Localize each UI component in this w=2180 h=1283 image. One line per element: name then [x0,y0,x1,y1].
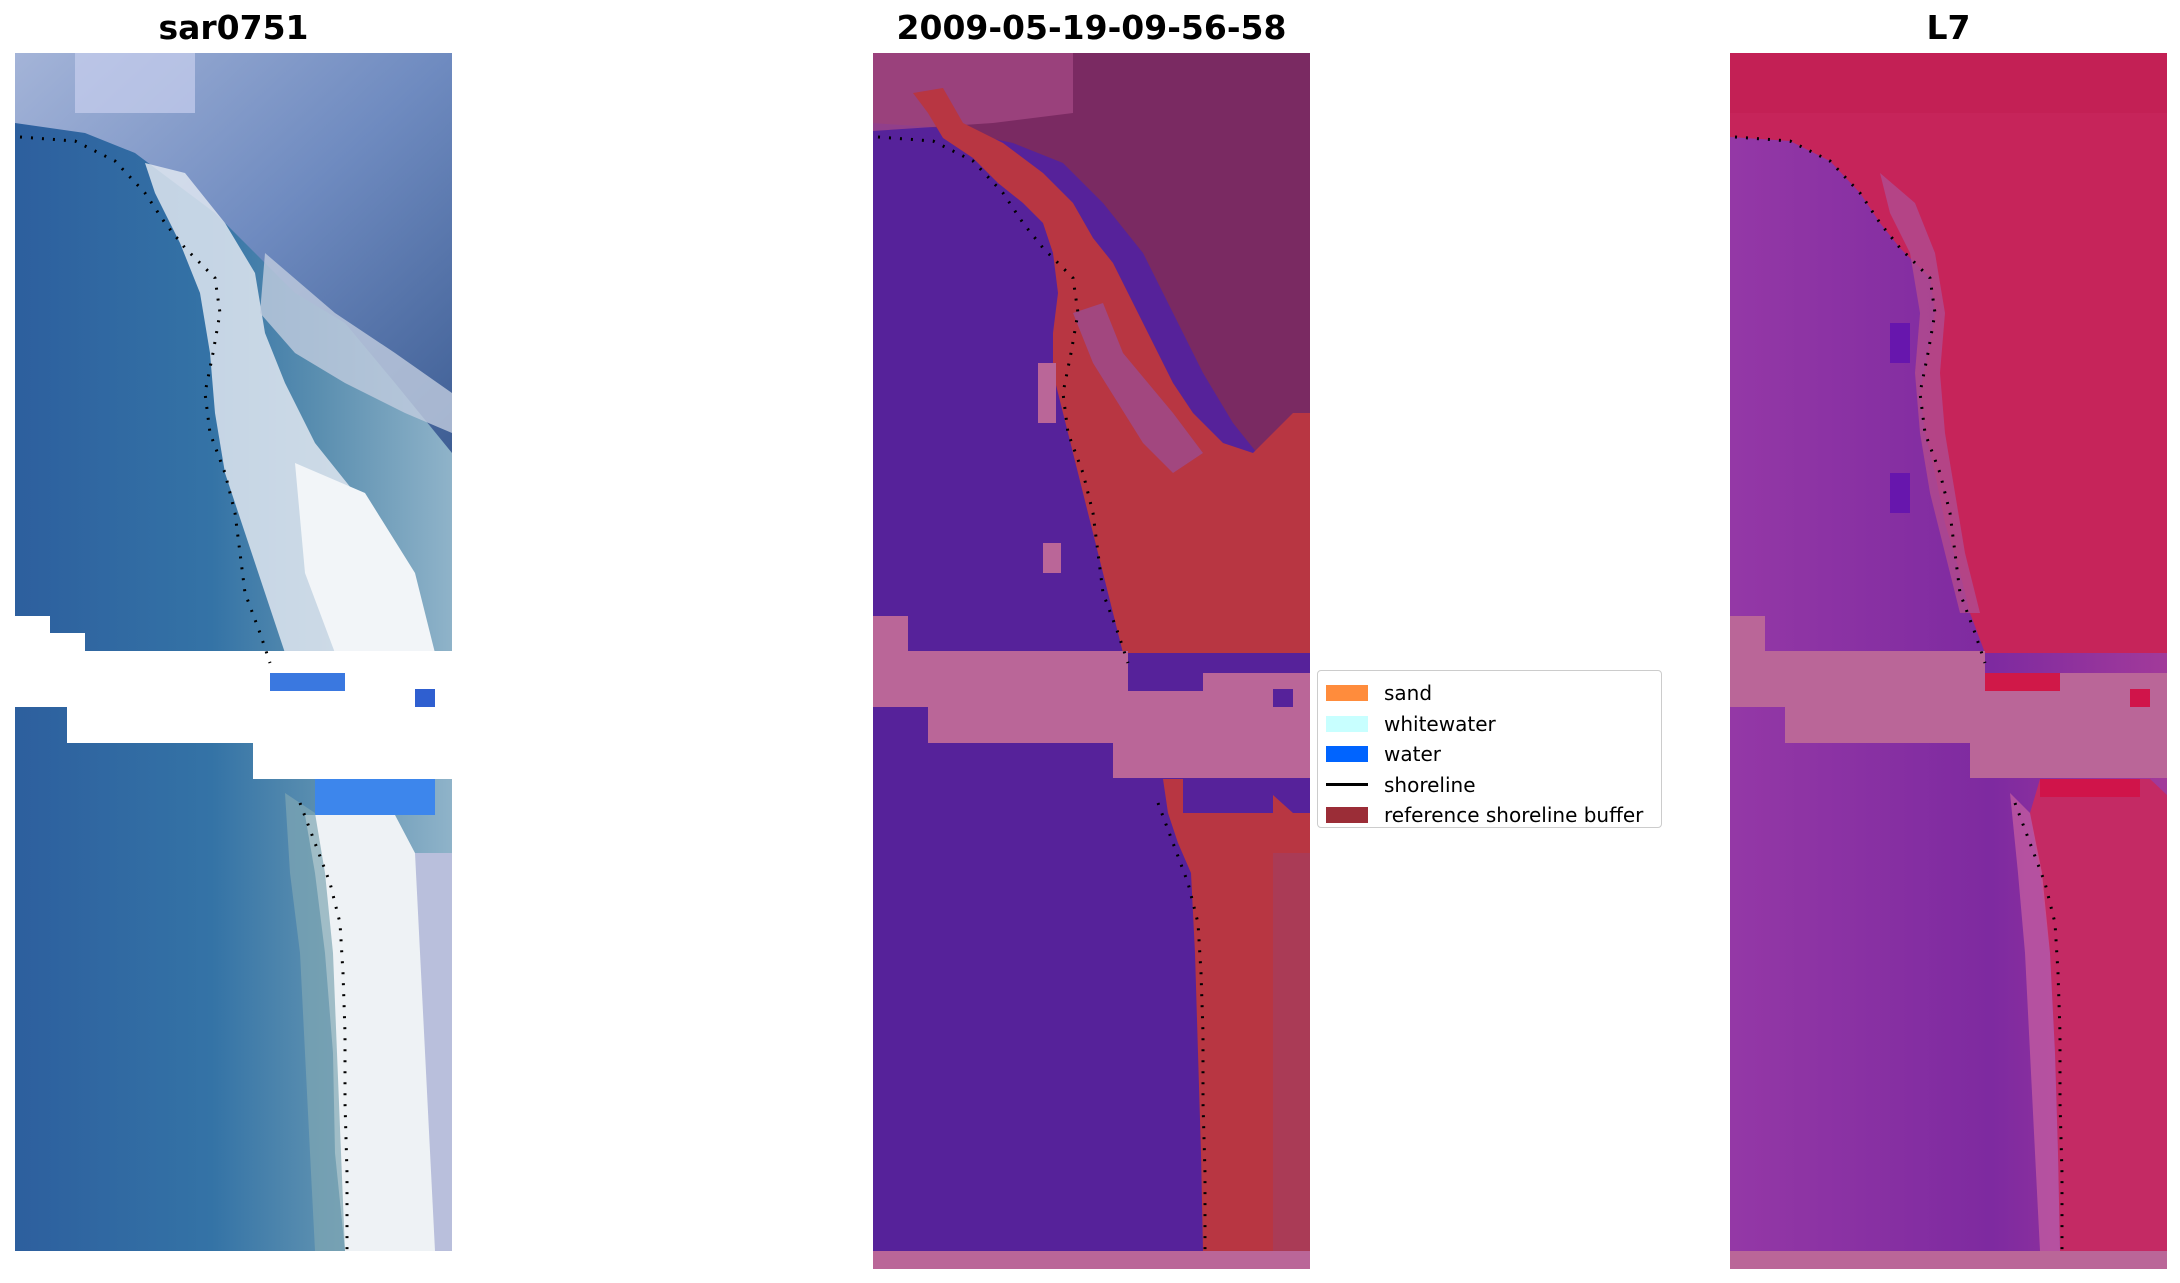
legend-label: shoreline [1384,772,1476,797]
l7-image-panel [1730,53,2167,1269]
whitewater-swatch [1326,715,1368,732]
classified-image-panel [873,53,1310,1269]
shoreline-line-swatch [1326,783,1368,787]
water-swatch [1326,746,1368,763]
legend-item-sand: sand [1326,678,1661,709]
legend-item-whitewater: whitewater [1326,709,1661,740]
l7-shoreline [1734,135,1987,664]
rgb-satellite-image [15,53,452,1251]
rgb-panel-title: sar0751 [158,8,309,47]
legend-label: sand [1384,681,1433,706]
reference-buffer-swatch [1326,807,1368,824]
classified-image [873,53,1310,1269]
legend-item-shoreline: shoreline [1326,770,1661,801]
mndwi-panel-title: L7 [1926,8,1971,47]
legend-item-water: water [1326,739,1661,770]
legend-label: water [1384,742,1441,767]
legend-label: reference shoreline buffer [1384,803,1644,828]
sand-swatch [1326,685,1368,702]
rgb-shoreline [19,135,272,664]
classified-panel-title: 2009-05-19-09-56-58 [896,8,1287,47]
classified-shoreline [877,135,1130,664]
l7-index-image [1730,53,2167,1269]
legend-label: whitewater [1384,711,1496,736]
legend-item-reference-buffer: reference shoreline buffer [1326,800,1661,831]
legend: sand whitewater water shoreline referenc… [1317,670,1662,828]
rgb-image-panel [15,53,452,1251]
